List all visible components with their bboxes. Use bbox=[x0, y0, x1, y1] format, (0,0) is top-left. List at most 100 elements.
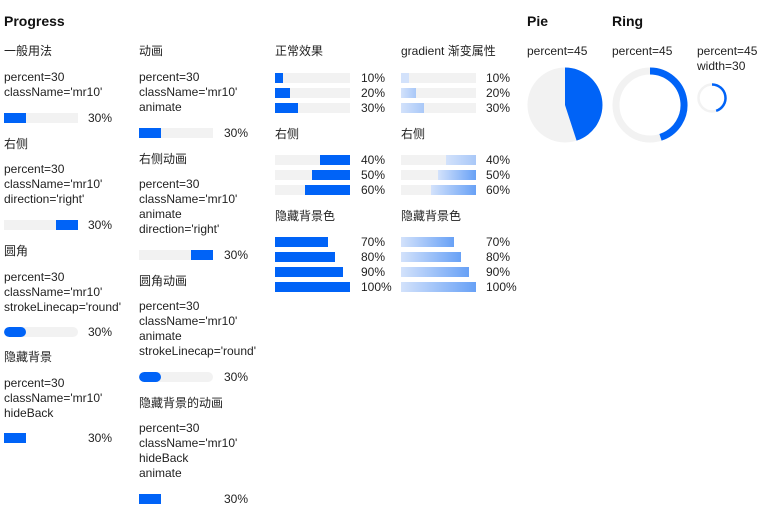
progress-percent-label: 30% bbox=[361, 101, 386, 115]
gradient-bar-10 bbox=[401, 73, 476, 83]
progress-percent-label: 30% bbox=[224, 370, 249, 384]
progress-fill bbox=[56, 220, 78, 230]
prop-line: className='mr10' bbox=[4, 285, 103, 299]
normal-usage-props: percent=30 className='mr10' bbox=[4, 70, 102, 100]
progress-bar-80 bbox=[275, 252, 350, 262]
rounded-title: 圆角 bbox=[4, 244, 29, 258]
progress-fill bbox=[401, 73, 409, 83]
progress-percent-label: 30% bbox=[224, 492, 249, 506]
progress-percent-label: 10% bbox=[486, 71, 511, 85]
progress-fill bbox=[4, 327, 26, 337]
gradient-bar-20 bbox=[401, 88, 476, 98]
progress-fill bbox=[401, 282, 476, 292]
normal-effect-title: 正常效果 bbox=[275, 44, 324, 58]
prop-line: className='mr10' bbox=[139, 192, 238, 206]
progress-fill bbox=[305, 185, 350, 195]
gradient-bar-100 bbox=[401, 282, 476, 292]
progress-percent-label: 40% bbox=[361, 153, 386, 167]
prop-line: percent=30 bbox=[4, 70, 65, 84]
prop-line: percent=30 bbox=[4, 376, 65, 390]
progress-bar-40 bbox=[275, 155, 350, 165]
normal-usage-title: 一般用法 bbox=[4, 44, 53, 58]
progress-percent-label: 70% bbox=[361, 235, 386, 249]
gradient-right-title: 右侧 bbox=[401, 127, 426, 141]
hide-back-title: 隐藏背景 bbox=[4, 350, 53, 364]
animate-props: percent=30 className='mr10' animate bbox=[139, 70, 237, 115]
progress-fill bbox=[401, 252, 461, 262]
progress-percent-label: 40% bbox=[486, 153, 511, 167]
pie-label: percent=45 bbox=[527, 44, 588, 58]
gradient-bar-40 bbox=[401, 155, 476, 165]
progress-fill bbox=[4, 113, 26, 123]
progress-bar-60 bbox=[275, 185, 350, 195]
small-ring-progress bbox=[697, 83, 727, 113]
progress-percent-label: 80% bbox=[486, 250, 511, 264]
progress-bar-30 bbox=[275, 103, 350, 113]
progress-bar-animate bbox=[139, 128, 213, 138]
progress-bar-70 bbox=[275, 237, 350, 247]
progress-fill bbox=[275, 267, 343, 277]
right-title: 右侧 bbox=[275, 127, 300, 141]
progress-fill bbox=[275, 282, 350, 292]
gradient-title: gradient 渐变属性 bbox=[401, 44, 496, 58]
ring-arc bbox=[649, 67, 688, 141]
gradient-bar-80 bbox=[401, 252, 476, 262]
gradient-bar-90 bbox=[401, 267, 476, 277]
gradient-bar-70 bbox=[401, 237, 476, 247]
round-animate-title: 圆角动画 bbox=[139, 274, 188, 288]
rounded-props: percent=30 className='mr10' strokeLineca… bbox=[4, 270, 121, 315]
progress-fill bbox=[446, 155, 476, 165]
gradient-bar-50 bbox=[401, 170, 476, 180]
prop-line: strokeLinecap='round' bbox=[139, 344, 256, 358]
gradient-hide-back-title: 隐藏背景色 bbox=[401, 209, 462, 223]
progress-percent-label: 30% bbox=[88, 325, 113, 339]
progress-percent-label: 10% bbox=[361, 71, 386, 85]
pie-progress bbox=[527, 67, 603, 143]
pie-slice bbox=[565, 67, 603, 141]
progress-fill bbox=[275, 88, 290, 98]
hide-back-color-title: 隐藏背景色 bbox=[275, 209, 336, 223]
right-direction-props: percent=30 className='mr10' direction='r… bbox=[4, 162, 102, 207]
hide-back-animate-props: percent=30 className='mr10' hideBack ani… bbox=[139, 421, 237, 481]
prop-line: percent=30 bbox=[4, 270, 65, 284]
progress-percent-label: 20% bbox=[361, 86, 386, 100]
ring-heading: Ring bbox=[612, 13, 644, 29]
progress-percent-label: 30% bbox=[486, 101, 511, 115]
progress-bar-20 bbox=[275, 88, 350, 98]
prop-line: animate bbox=[139, 466, 182, 480]
progress-fill bbox=[438, 170, 476, 180]
progress-percent-label: 30% bbox=[88, 431, 113, 445]
progress-bar-round bbox=[4, 327, 78, 337]
progress-percent-label: 30% bbox=[224, 126, 249, 140]
progress-fill bbox=[312, 170, 350, 180]
right-direction-title: 右侧 bbox=[4, 137, 29, 151]
progress-bar-50 bbox=[275, 170, 350, 180]
prop-line: percent=30 bbox=[4, 162, 65, 176]
prop-line: animate bbox=[139, 207, 182, 221]
gradient-bar-30 bbox=[401, 103, 476, 113]
progress-bar-right-animate bbox=[139, 250, 213, 260]
progress-fill bbox=[401, 237, 454, 247]
progress-bar-hideback-animate bbox=[139, 494, 213, 504]
progress-fill bbox=[401, 88, 416, 98]
progress-percent-label: 80% bbox=[361, 250, 386, 264]
progress-percent-label: 30% bbox=[88, 218, 113, 232]
progress-percent-label: 70% bbox=[486, 235, 511, 249]
progress-fill bbox=[139, 372, 161, 382]
progress-bar-hideback bbox=[4, 433, 78, 443]
progress-bar-90 bbox=[275, 267, 350, 277]
progress-fill bbox=[275, 237, 328, 247]
prop-line: animate bbox=[139, 329, 182, 343]
progress-fill bbox=[275, 252, 335, 262]
progress-fill bbox=[191, 250, 213, 260]
prop-line: strokeLinecap='round' bbox=[4, 300, 121, 314]
progress-percent-label: 50% bbox=[486, 168, 511, 182]
progress-heading: Progress bbox=[4, 13, 65, 29]
prop-line: className='mr10' bbox=[4, 85, 103, 99]
progress-percent-label: 90% bbox=[361, 265, 386, 279]
progress-fill bbox=[139, 494, 161, 504]
prop-line: className='mr10' bbox=[4, 391, 103, 405]
progress-percent-label: 20% bbox=[486, 86, 511, 100]
ring-arc bbox=[711, 83, 727, 113]
progress-fill bbox=[275, 73, 283, 83]
